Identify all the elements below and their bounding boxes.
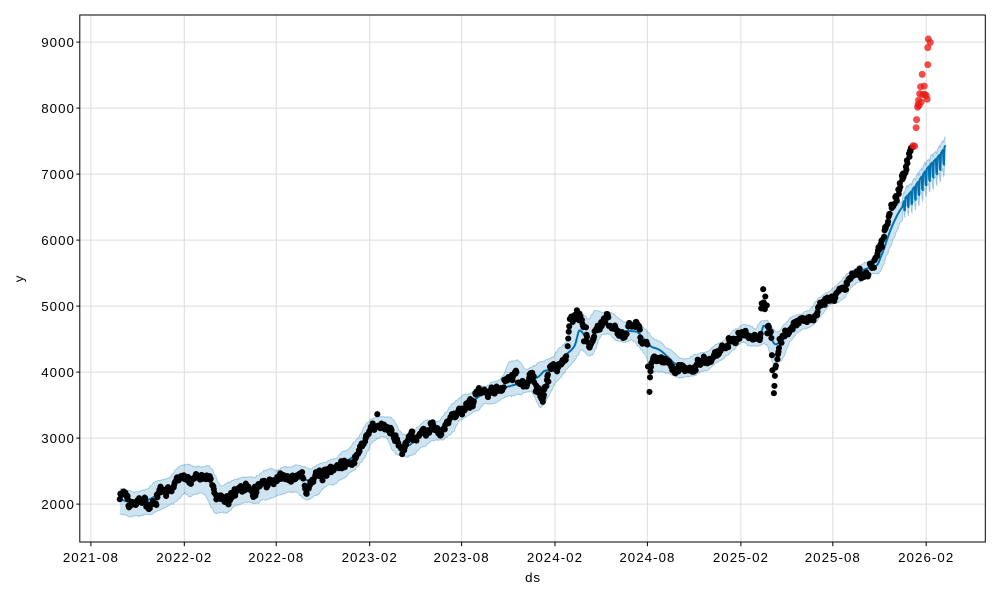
svg-text:6000: 6000 [41,233,75,248]
svg-text:5000: 5000 [41,299,75,314]
svg-text:2022-08: 2022-08 [248,550,304,565]
svg-text:2023-08: 2023-08 [434,550,490,565]
svg-text:3000: 3000 [41,431,75,446]
svg-text:4000: 4000 [41,365,75,380]
svg-text:2021-08: 2021-08 [63,550,119,565]
svg-text:2025-08: 2025-08 [805,550,861,565]
svg-text:9000: 9000 [41,35,75,50]
svg-text:7000: 7000 [41,167,75,182]
svg-text:y: y [12,275,27,282]
svg-text:2026-02: 2026-02 [898,550,954,565]
svg-text:2022-02: 2022-02 [156,550,212,565]
svg-text:2024-02: 2024-02 [527,550,583,565]
svg-text:2000: 2000 [41,497,75,512]
svg-text:2025-02: 2025-02 [713,550,769,565]
svg-text:ds: ds [525,570,541,585]
svg-text:2023-02: 2023-02 [342,550,398,565]
svg-text:2024-08: 2024-08 [619,550,675,565]
svg-text:8000: 8000 [41,101,75,116]
